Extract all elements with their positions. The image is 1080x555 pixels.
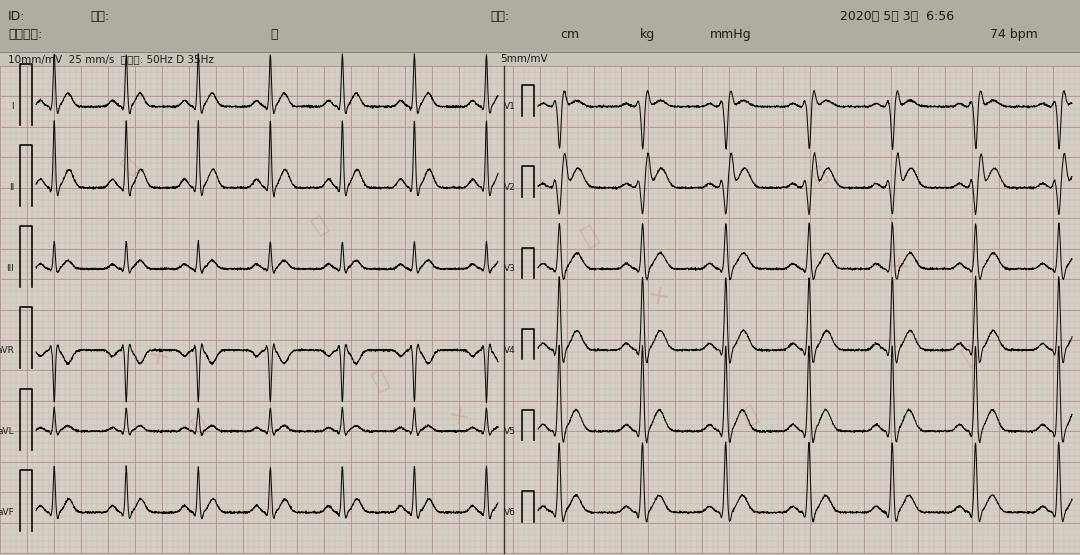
Text: cm: cm [561, 28, 579, 41]
Text: ×: × [885, 250, 916, 280]
Text: 姓名:: 姓名: [90, 10, 109, 23]
Text: 报: 报 [309, 213, 332, 237]
Text: ID:: ID: [8, 10, 26, 23]
Text: II: II [9, 183, 14, 192]
Text: mmHg: mmHg [710, 28, 752, 41]
Text: V1: V1 [504, 102, 516, 111]
Text: V3: V3 [504, 264, 516, 274]
Text: 心: 心 [119, 153, 141, 177]
Text: 告: 告 [809, 163, 832, 187]
Text: kg: kg [640, 28, 656, 41]
Text: aVF: aVF [0, 508, 14, 517]
Text: 74 bpm: 74 bpm [990, 28, 1038, 41]
Text: 图: 图 [958, 341, 983, 369]
Text: aVR: aVR [0, 346, 14, 355]
Text: I: I [12, 102, 14, 111]
Text: V6: V6 [504, 508, 516, 517]
Text: 出生日期:: 出生日期: [8, 28, 42, 41]
Text: 告: 告 [368, 366, 392, 394]
Text: 10mm/mV  25 mm/s  滤波器: 50Hz D 35Hz: 10mm/mV 25 mm/s 滤波器: 50Hz D 35Hz [8, 54, 214, 64]
Text: aVL: aVL [0, 427, 14, 436]
Text: 图: 图 [740, 403, 760, 427]
Text: ×: × [645, 279, 675, 311]
Text: 岁: 岁 [270, 28, 278, 41]
Text: V4: V4 [504, 346, 516, 355]
Text: III: III [6, 264, 14, 274]
Text: ×: × [445, 400, 475, 431]
Text: 5mm/mV: 5mm/mV [500, 54, 548, 64]
Text: V2: V2 [504, 183, 516, 192]
Bar [0, 66, 1080, 553]
Text: 告: 告 [578, 221, 603, 249]
Text: 2020年 5月 3日  6:56: 2020年 5月 3日 6:56 [840, 10, 954, 23]
Text: 用药:: 用药: [490, 10, 510, 23]
Text: V5: V5 [504, 427, 516, 436]
Bar [0, 0, 1080, 52]
Text: ×: × [145, 339, 175, 371]
Text: 图: 图 [189, 413, 211, 437]
